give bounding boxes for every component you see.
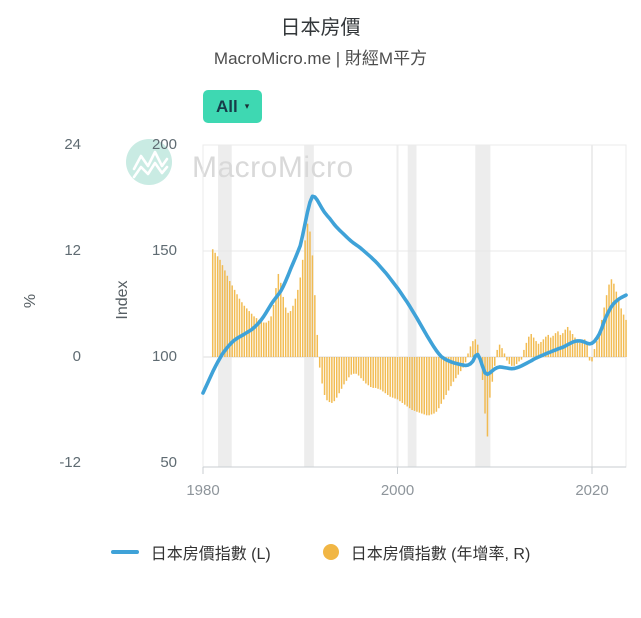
line-series-swatch [110,550,139,554]
legend-label-index-line: 日本房價指數 (L) [150,546,271,563]
watermark-brand-text: MacroMicro [192,151,354,184]
x-axis [202,466,626,474]
pct-axis-title: % [22,293,39,309]
legend-item-index-line[interactable]: 日本房價指數 (L) [110,540,271,564]
watermark: MacroMicro [126,139,354,185]
yoy-bars-series [211,223,627,437]
year-tick-label: 1980 [186,482,220,499]
caret-down-icon: ▾ [244,101,250,111]
page-title: 日本房價 [280,17,361,39]
time-range-label: All [216,96,238,116]
year-tick-label: 2000 [380,482,415,499]
index-axis-title: Index [114,280,131,320]
page-subtitle: MacroMicro.me | 財經M平方 [213,49,428,68]
pct-tick-label: 0 [72,348,81,365]
pct-tick-label: -12 [59,453,81,471]
watermark-m-wave-icon [132,150,169,171]
index-tick-label: 50 [160,454,177,471]
index-tick-label: 200 [151,136,177,153]
index-line-series [201,194,628,395]
bar-series-swatch [322,544,339,560]
pct-tick-label: 12 [64,242,81,259]
pct-tick-label: 24 [64,136,81,153]
index-tick-label: 150 [151,242,177,259]
index-tick-label: 100 [151,348,177,365]
year-tick-label: 2020 [575,482,609,499]
legend: 日本房價指數 (L) 日本房價指數 (年增率, R) [0,540,641,564]
legend-label-yoy-bars: 日本房價指數 (年增率, R) [350,546,531,563]
legend-item-yoy-bars[interactable]: 日本房價指數 (年增率, R) [322,540,531,564]
recession-bands [218,145,491,467]
time-range-dropdown-button[interactable]: All ▾ [203,90,263,123]
watermark-m-wave-icon [132,161,169,179]
